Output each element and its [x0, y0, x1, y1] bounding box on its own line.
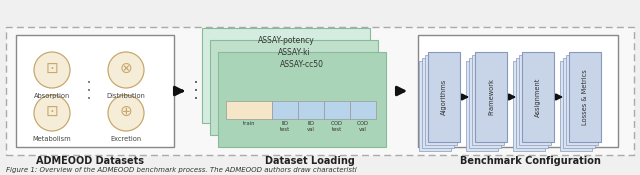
Text: ⊡: ⊡ — [45, 61, 58, 75]
Circle shape — [34, 95, 70, 131]
FancyBboxPatch shape — [519, 55, 551, 145]
FancyBboxPatch shape — [475, 52, 507, 142]
Text: ⊕: ⊕ — [120, 103, 132, 118]
FancyBboxPatch shape — [563, 58, 595, 148]
Text: ADMEOOD Datasets: ADMEOOD Datasets — [36, 156, 144, 166]
Text: IID
test: IID test — [280, 121, 290, 132]
FancyBboxPatch shape — [428, 52, 460, 142]
Bar — [272, 101, 298, 119]
FancyBboxPatch shape — [516, 58, 548, 148]
Bar — [298, 101, 324, 119]
Text: Benchmark Configuration: Benchmark Configuration — [460, 156, 600, 166]
FancyBboxPatch shape — [472, 55, 504, 145]
Text: ASSAY-ki: ASSAY-ki — [278, 48, 310, 57]
Text: Excretion: Excretion — [111, 136, 141, 142]
Text: Assignment: Assignment — [535, 77, 541, 117]
Text: train: train — [243, 121, 255, 126]
Text: IID
val: IID val — [307, 121, 315, 132]
Bar — [324, 101, 350, 119]
FancyBboxPatch shape — [419, 61, 451, 151]
Text: ASSAY-cc50: ASSAY-cc50 — [280, 60, 324, 69]
FancyBboxPatch shape — [210, 40, 378, 135]
Text: Algorithms: Algorithms — [441, 79, 447, 115]
FancyBboxPatch shape — [6, 27, 634, 155]
Text: ASSAY-potency: ASSAY-potency — [258, 36, 314, 45]
Circle shape — [108, 52, 144, 88]
Text: OOD
test: OOD test — [331, 121, 343, 132]
Text: •
•
•: • • • — [194, 80, 198, 102]
FancyBboxPatch shape — [202, 28, 370, 123]
FancyBboxPatch shape — [422, 58, 454, 148]
Bar — [226, 101, 272, 119]
FancyBboxPatch shape — [425, 55, 457, 145]
FancyBboxPatch shape — [16, 35, 174, 147]
Bar — [350, 101, 376, 119]
Text: •
•
•: • • • — [87, 80, 91, 102]
Circle shape — [34, 52, 70, 88]
Text: Framework: Framework — [488, 79, 494, 116]
Text: Dataset Loading: Dataset Loading — [265, 156, 355, 166]
Text: Distribution: Distribution — [107, 93, 145, 99]
FancyBboxPatch shape — [566, 55, 598, 145]
Text: ⊗: ⊗ — [120, 61, 132, 75]
FancyBboxPatch shape — [469, 58, 501, 148]
FancyBboxPatch shape — [569, 52, 601, 142]
Text: ⊡: ⊡ — [45, 103, 58, 118]
FancyBboxPatch shape — [560, 61, 592, 151]
FancyBboxPatch shape — [466, 61, 498, 151]
Text: Figure 1: Overview of the ADMEOOD benchmark process. The ADMEOOD authors draw ch: Figure 1: Overview of the ADMEOOD benchm… — [6, 167, 356, 173]
FancyBboxPatch shape — [513, 61, 545, 151]
Text: Losses & Metrics: Losses & Metrics — [582, 69, 588, 125]
Circle shape — [108, 95, 144, 131]
Text: OOD
val: OOD val — [357, 121, 369, 132]
Text: Absorption: Absorption — [34, 93, 70, 99]
FancyBboxPatch shape — [418, 35, 618, 147]
FancyBboxPatch shape — [522, 52, 554, 142]
FancyBboxPatch shape — [218, 52, 386, 147]
Text: Metabolism: Metabolism — [33, 136, 71, 142]
